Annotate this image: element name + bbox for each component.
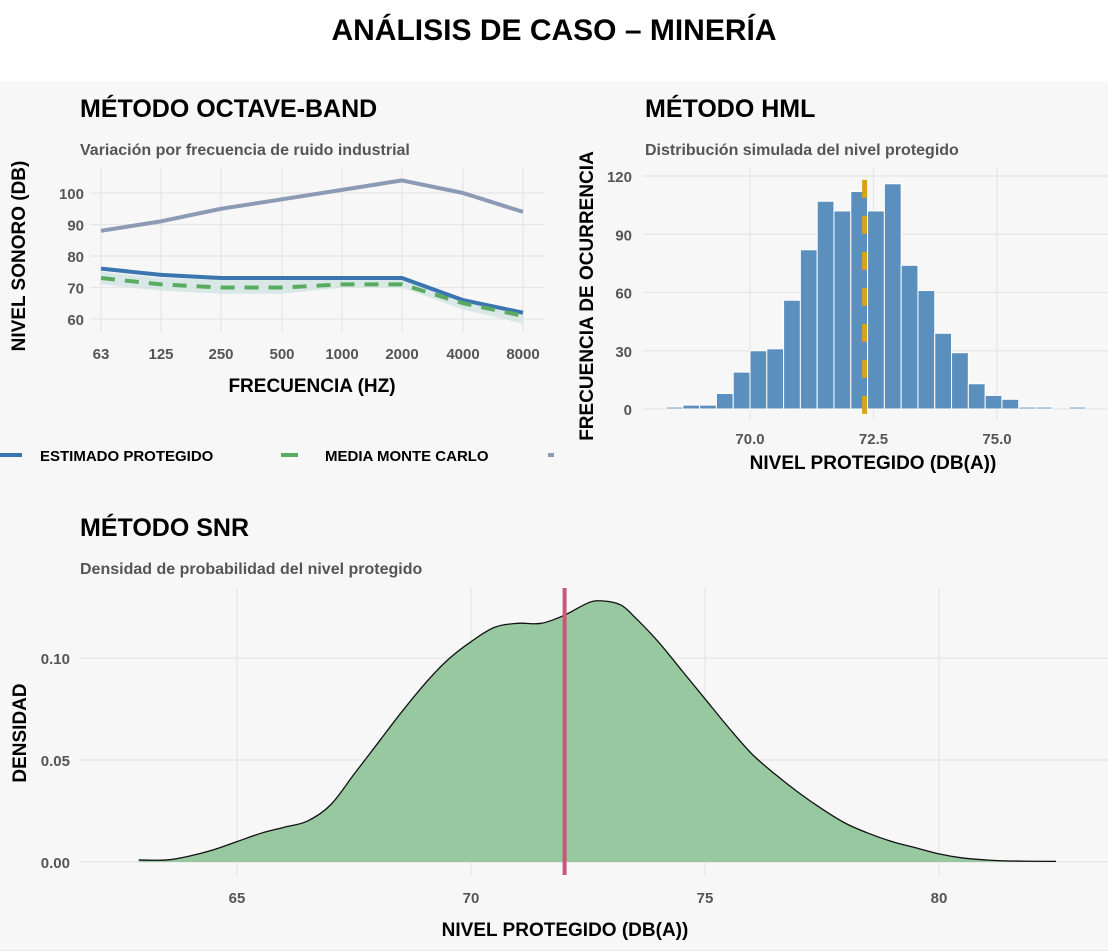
octave-x-tick-label: 63 xyxy=(93,346,110,363)
octave-x-tick-label: 250 xyxy=(208,346,233,363)
hml-y-ticks: 0 30 60 90 120 xyxy=(607,169,632,419)
hml-bar xyxy=(715,392,734,410)
octave-x-axis-label: FRECUENCIA (HZ) xyxy=(228,376,395,397)
octave-x-tick-label: 4000 xyxy=(446,346,479,363)
octave-line-sin-protección xyxy=(100,178,524,233)
hml-bar xyxy=(833,210,852,410)
hml-y-tick-label: 30 xyxy=(615,344,632,361)
snr-y-ticks: 0.00 0.05 0.10 xyxy=(41,651,70,872)
octave-subtitle: Variación por frecuencia de ruido indust… xyxy=(80,142,410,159)
hml-bar xyxy=(783,299,801,410)
hml-subtitle: Distribución simulada del nivel protegid… xyxy=(645,142,959,159)
snr-y-axis-label: DENSIDAD xyxy=(10,683,31,782)
hml-y-tick-label: 0 xyxy=(624,402,632,419)
hml-title: MÉTODO HML xyxy=(645,94,815,123)
hml-bar xyxy=(766,348,785,410)
octave-y-tick-label: 90 xyxy=(67,218,84,235)
hml-bar xyxy=(816,200,835,410)
snr-x-axis-label: NIVEL PROTEGIDO (DB(A)) xyxy=(442,920,689,941)
snr-density-area xyxy=(138,600,1057,863)
hml-y-axis-label: FRECUENCIA DE OCURRENCIA xyxy=(577,151,598,441)
hml-bar xyxy=(984,394,1003,410)
hml-bar xyxy=(883,183,902,410)
octave-y-tick-label: 80 xyxy=(67,249,84,266)
page-title: ANÁLISIS DE CASO – MINERÍA xyxy=(331,14,777,47)
hml-bar xyxy=(699,404,717,410)
snr-x-ticks: 65 70 75 80 xyxy=(229,890,948,907)
octave-y-axis-label: NIVEL SONORO (DB) xyxy=(9,161,30,352)
octave-x-tick-label: 2000 xyxy=(385,346,418,363)
hml-bar xyxy=(682,404,701,410)
hml-bars xyxy=(665,183,1087,410)
hml-bar xyxy=(900,264,919,410)
snr-x-tick-label: 65 xyxy=(229,890,246,907)
hml-y-tick-label: 120 xyxy=(607,169,632,186)
hml-bar xyxy=(867,210,885,410)
octave-x-ticks: 63 125 250 500 1000 2000 4000 8000 xyxy=(93,346,540,363)
hml-y-tick-label: 60 xyxy=(615,286,632,303)
snr-y-tick-label: 0.05 xyxy=(41,753,70,770)
hml-bar xyxy=(951,352,969,410)
octave-y-ticks: 60 70 80 90 100 xyxy=(59,186,84,329)
hml-bar xyxy=(1068,406,1087,410)
hml-bar xyxy=(934,332,953,410)
hml-bar xyxy=(799,249,818,410)
snr-density-fill xyxy=(138,600,1057,862)
hml-bar xyxy=(917,290,936,410)
octave-gridlines xyxy=(90,168,545,332)
hml-y-tick-label: 90 xyxy=(615,227,632,244)
hml-bar xyxy=(1035,406,1053,410)
hml-x-ticks: 70.0 72.5 75.0 xyxy=(735,431,1011,448)
hml-histogram-chart: MÉTODO HML Distribución simulada del niv… xyxy=(577,94,1108,474)
hml-bar xyxy=(732,371,751,410)
snr-x-tick-label: 80 xyxy=(931,890,948,907)
snr-y-tick-label: 0.10 xyxy=(41,651,70,668)
legend-label-media: MEDIA MONTE CARLO xyxy=(325,448,489,465)
octave-title: MÉTODO OCTAVE-BAND xyxy=(80,94,377,123)
hml-x-tick-label: 70.0 xyxy=(735,431,764,448)
hml-bar xyxy=(665,406,684,410)
snr-x-tick-label: 70 xyxy=(463,890,480,907)
octave-x-tick-label: 500 xyxy=(269,346,294,363)
snr-density-outline xyxy=(138,600,1057,863)
snr-title: MÉTODO SNR xyxy=(80,513,249,542)
hml-bar xyxy=(1001,398,1020,410)
octave-line-estimado-protegido xyxy=(100,266,524,315)
octave-y-tick-label: 70 xyxy=(67,281,84,298)
hml-x-tick-label: 75.0 xyxy=(982,431,1011,448)
legend-label-estimado: ESTIMADO PROTEGIDO xyxy=(40,448,214,465)
snr-y-tick-label: 0.00 xyxy=(41,855,70,872)
octave-x-tick-label: 8000 xyxy=(506,346,539,363)
octave-series-lines xyxy=(100,178,524,318)
hml-bar xyxy=(1018,406,1037,410)
octave-band-chart: MÉTODO OCTAVE-BAND Variación por frecuen… xyxy=(0,94,554,465)
octave-x-tick-label: 125 xyxy=(148,346,173,363)
hml-x-tick-label: 72.5 xyxy=(859,431,888,448)
hml-bar xyxy=(749,350,768,410)
snr-subtitle: Densidad de probabilidad del nivel prote… xyxy=(80,561,422,578)
octave-x-tick-label: 1000 xyxy=(325,346,358,363)
snr-x-tick-label: 75 xyxy=(697,890,714,907)
hml-x-axis-label: NIVEL PROTEGIDO (DB(A)) xyxy=(750,453,997,474)
hml-bar xyxy=(967,383,986,410)
octave-y-tick-label: 100 xyxy=(59,186,84,203)
octave-y-tick-label: 60 xyxy=(67,312,84,329)
octave-legend: ESTIMADO PROTEGIDO MEDIA MONTE CARLO xyxy=(0,448,554,465)
snr-density-chart: MÉTODO SNR Densidad de probabilidad del … xyxy=(10,513,1108,941)
